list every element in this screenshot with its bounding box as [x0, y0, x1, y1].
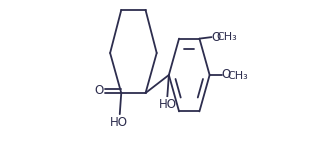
Text: O: O — [212, 31, 221, 44]
Text: CH₃: CH₃ — [227, 71, 248, 81]
Text: O: O — [222, 69, 231, 82]
Text: HO: HO — [110, 116, 128, 129]
Text: CH₃: CH₃ — [217, 32, 238, 42]
Text: HO: HO — [159, 98, 177, 111]
Text: O: O — [94, 84, 103, 97]
